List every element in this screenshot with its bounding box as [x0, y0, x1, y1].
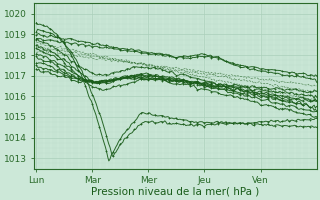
- X-axis label: Pression niveau de la mer( hPa ): Pression niveau de la mer( hPa ): [91, 187, 260, 197]
